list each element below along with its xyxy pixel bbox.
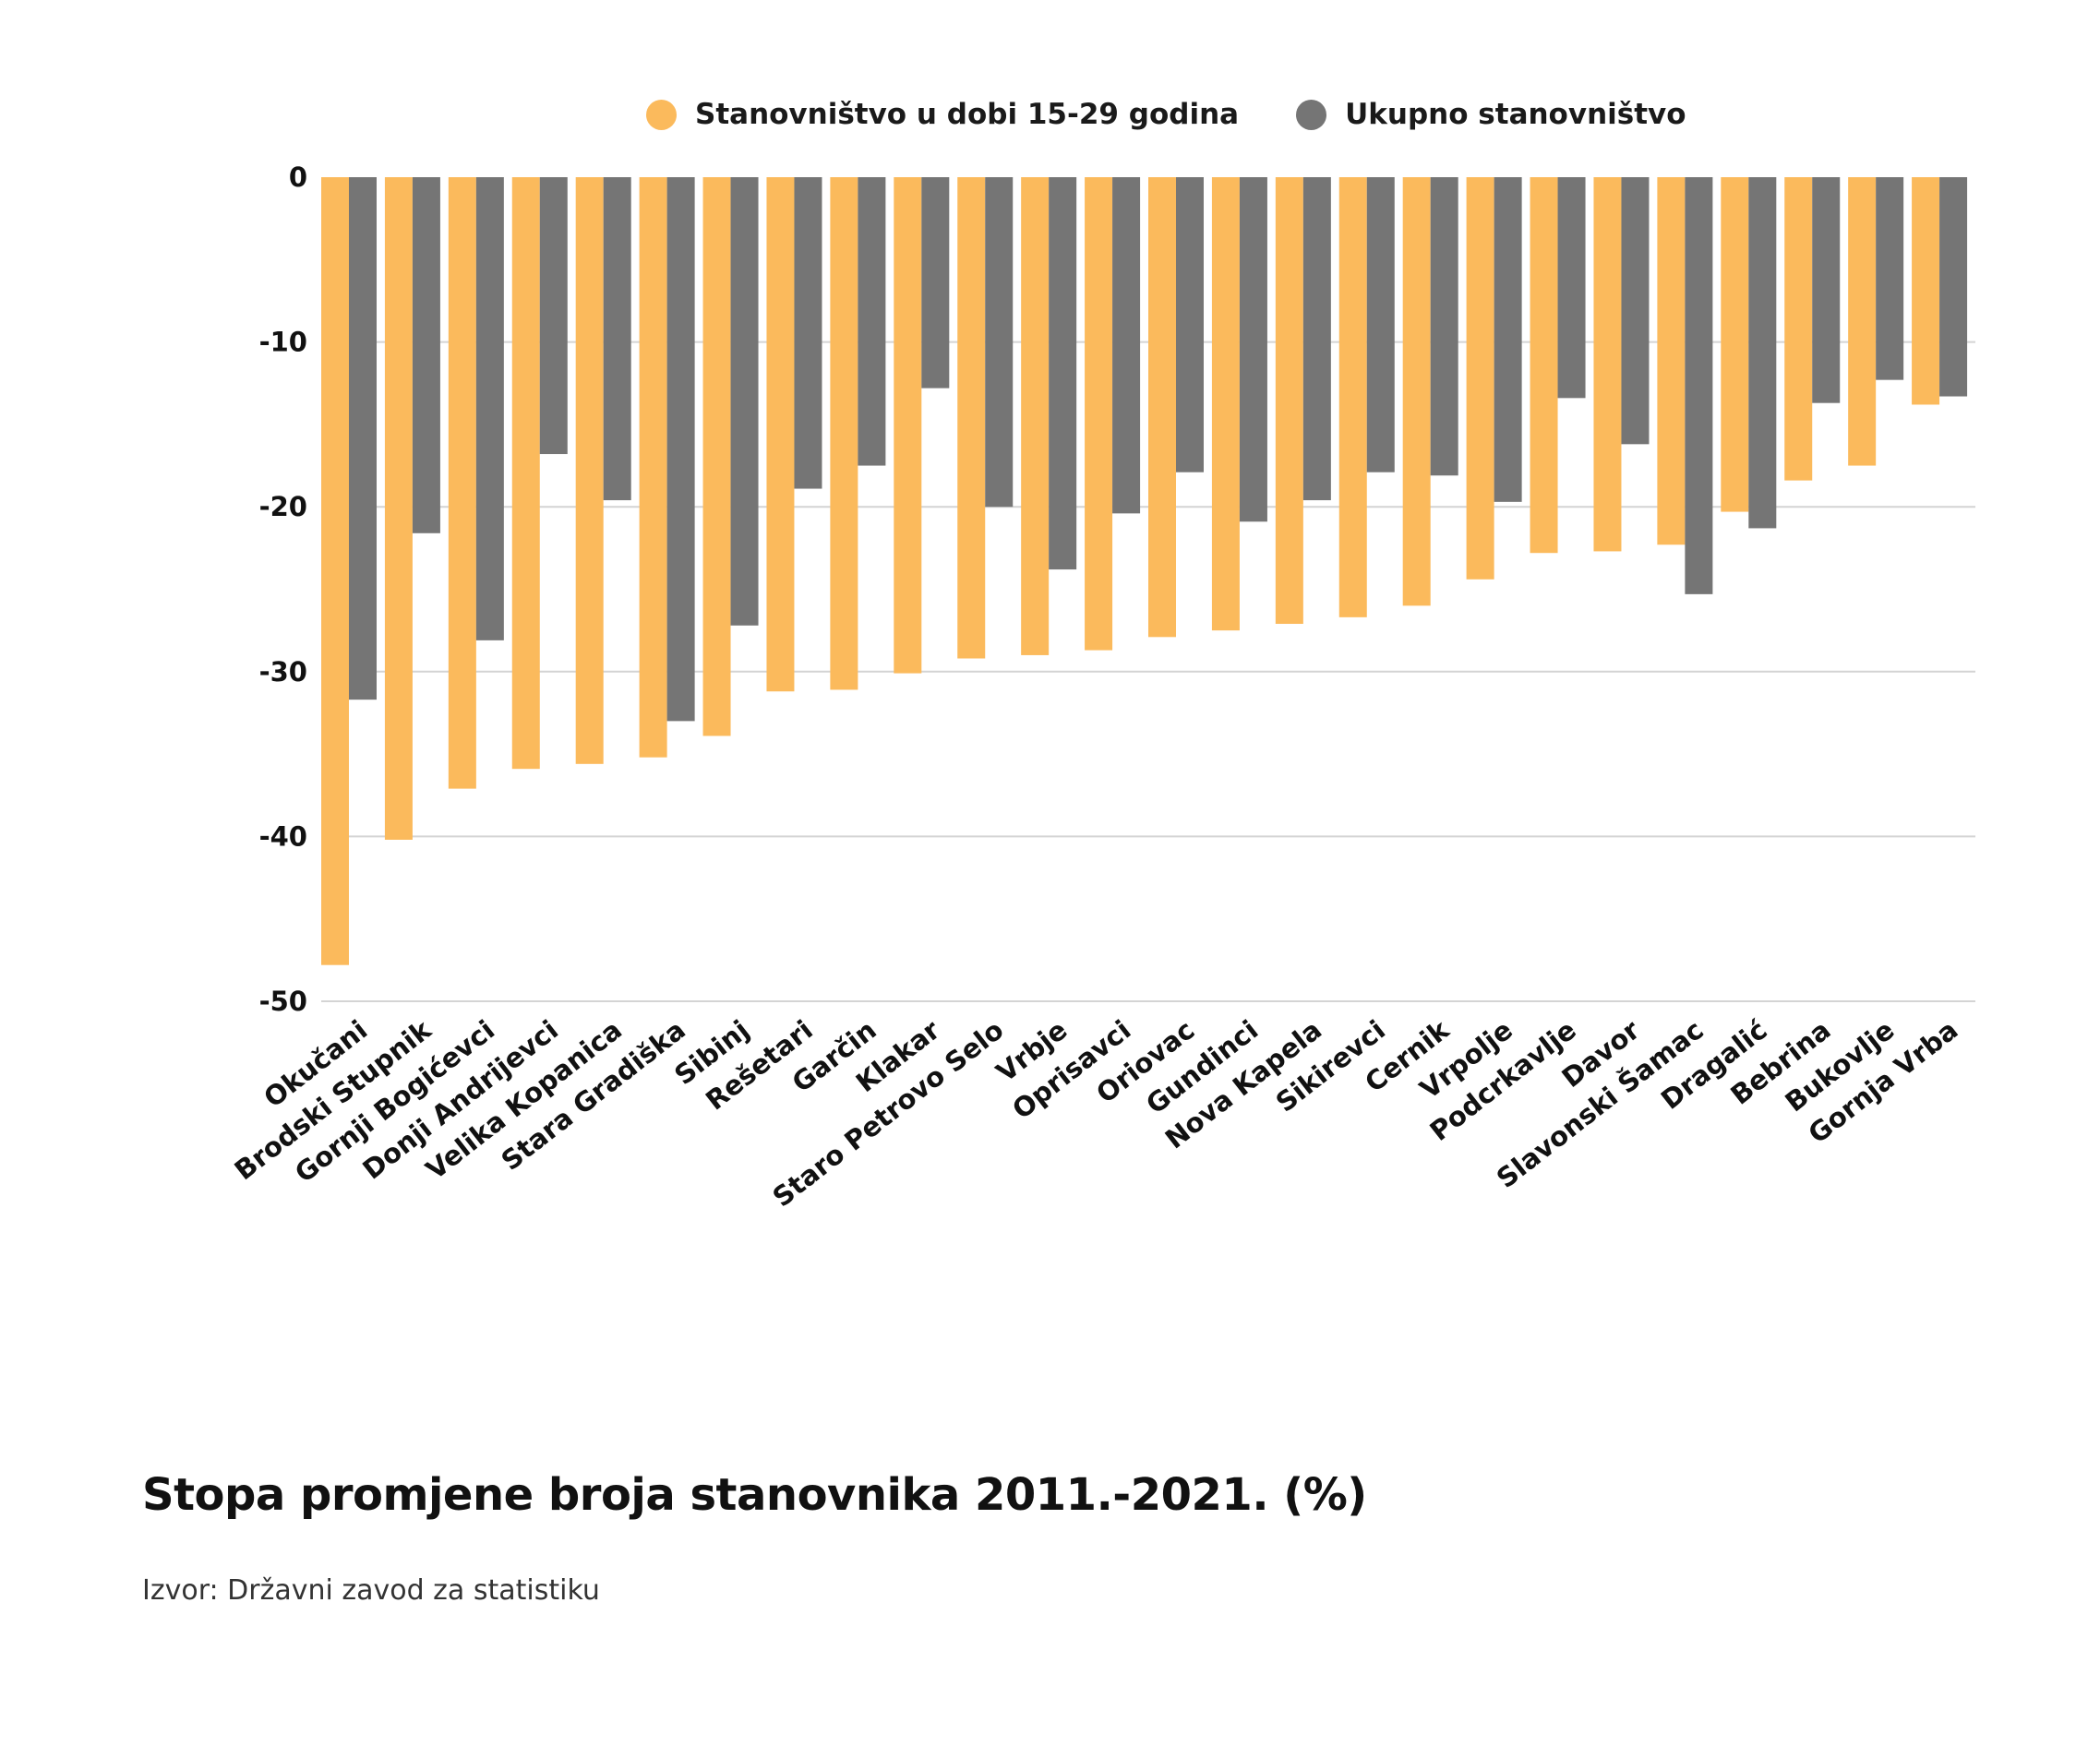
y-axis: 0 -10 -20 -30 -40 -50: [259, 161, 307, 1017]
bar-total: [1685, 177, 1713, 594]
bar-youth: [702, 177, 731, 736]
bar-total: [1176, 177, 1204, 472]
chart-title: Stopa promjene broja stanovnika 2011.-20…: [142, 1469, 1367, 1521]
bar-total: [1557, 177, 1586, 399]
bar-youth: [1466, 177, 1494, 580]
bar-youth: [1721, 177, 1749, 512]
bar-total: [475, 177, 504, 640]
bar-total: [730, 177, 759, 626]
bar-youth: [511, 177, 540, 770]
bar-youth: [957, 177, 986, 659]
y-tick-label: -50: [259, 986, 307, 1017]
legend-label-youth: Stanovništvo u dobi 15-29 godina: [695, 98, 1240, 131]
bar-total: [1302, 177, 1331, 501]
bar-total: [985, 177, 1014, 508]
bars: [321, 177, 1968, 965]
bar-total: [921, 177, 950, 389]
bar-youth: [1912, 177, 1940, 405]
bar-total: [1239, 177, 1267, 522]
legend-item-total: Ukupno stanovništvo: [1296, 98, 1686, 131]
bar-total: [539, 177, 568, 455]
y-tick-label: 0: [289, 161, 307, 193]
bar-youth: [1848, 177, 1877, 466]
y-tick-label: -20: [259, 491, 307, 522]
bar-total: [349, 177, 377, 700]
bar-youth: [1784, 177, 1813, 481]
bar-youth: [1021, 177, 1050, 655]
bar-youth: [1211, 177, 1240, 631]
bar-total: [1430, 177, 1458, 476]
y-tick-label: -40: [259, 820, 307, 852]
bar-total: [412, 177, 440, 533]
y-tick-label: -30: [259, 656, 307, 688]
bar-total: [666, 177, 695, 722]
bar-total: [1939, 177, 1968, 397]
bar-youth: [1338, 177, 1367, 617]
bar-total: [1621, 177, 1650, 445]
bar-youth: [1593, 177, 1622, 552]
bar-total: [603, 177, 631, 501]
bar-total: [1112, 177, 1141, 514]
bar-youth: [894, 177, 922, 674]
bar-youth: [639, 177, 667, 758]
y-tick-label: -10: [259, 327, 307, 358]
bar-total: [1049, 177, 1077, 570]
legend-item-youth: Stanovništvo u dobi 15-29 godina: [646, 98, 1239, 131]
legend-swatch-total: [1296, 99, 1327, 130]
bar-total: [1812, 177, 1841, 403]
bar-total: [1366, 177, 1395, 472]
bar-youth: [766, 177, 795, 692]
bar-youth: [321, 177, 349, 965]
bar-youth: [1530, 177, 1558, 554]
bar-total: [858, 177, 886, 466]
bar-youth: [1657, 177, 1686, 545]
bar-youth: [1148, 177, 1176, 638]
bar-total: [1748, 177, 1777, 529]
bar-total: [1494, 177, 1522, 502]
legend-label-total: Ukupno stanovništvo: [1345, 98, 1686, 131]
bar-youth: [384, 177, 413, 840]
bar-youth: [1085, 177, 1113, 651]
legend-swatch-youth: [646, 99, 677, 130]
bar-youth: [575, 177, 604, 764]
bar-youth: [830, 177, 858, 690]
bar-total: [1876, 177, 1904, 380]
bar-youth: [1402, 177, 1431, 606]
bar-total: [794, 177, 822, 489]
bar-youth: [448, 177, 476, 789]
legend: Stanovništvo u dobi 15-29 godina Ukupno …: [646, 98, 1744, 131]
bar-youth: [1275, 177, 1303, 625]
source-note: Izvor: Državni zavod za statistiku: [142, 1574, 600, 1607]
